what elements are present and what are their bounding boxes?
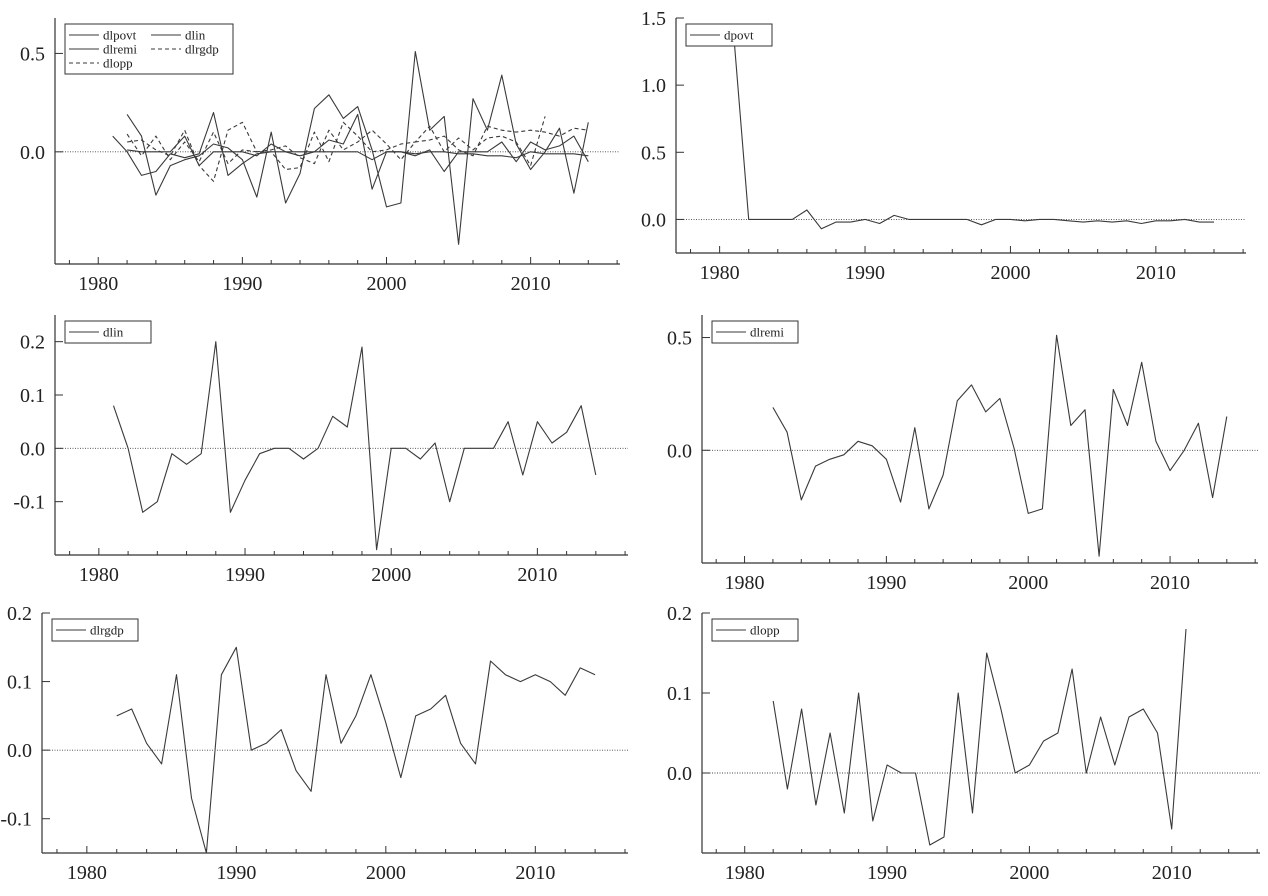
chart1-xtick-label-3: 2010 bbox=[1136, 262, 1176, 284]
chart2-ytick-label-3: -0.1 bbox=[13, 492, 45, 514]
chart5-xtick-label-1: 1990 bbox=[867, 862, 907, 884]
chart-svg-dpovt: 1.5 1.0 0.5 0.0 1980 1990 2000 2010 dpovt bbox=[641, 10, 1246, 284]
chart5-xtick-label-2: 2000 bbox=[1009, 862, 1049, 884]
chart0-series-dlpovt bbox=[127, 135, 589, 167]
chart-svg-dlin: 0.2 0.1 0.0 -0.1 1980 1990 2000 2010 dlin bbox=[13, 315, 628, 586]
chart5-ytick-label-0: 0.2 bbox=[667, 603, 692, 625]
chart-svg-dlrgdp: 0.2 0.1 0.0 -0.1 1980 1990 2000 2010 dlrgdp bbox=[0, 603, 628, 884]
chart3-legend-box bbox=[711, 320, 799, 344]
chart0-legend-label-dlopp: dlopp bbox=[103, 56, 133, 71]
chart-panel-dlopp: 0.2 0.1 0.0 1980 1990 2000 2010 dlopp bbox=[634, 603, 1268, 893]
chart-panel-combined: 0.5 0.0 1980 1990 2000 2010 dlpovt dlin dlremi dl… bbox=[0, 10, 634, 300]
chart0-ytick-label-0: 0.5 bbox=[20, 43, 45, 65]
chart-panel-dpovt: 1.5 1.0 0.5 0.0 1980 1990 2000 2010 dpovt bbox=[634, 10, 1268, 300]
chart5-legend-box bbox=[711, 618, 799, 642]
chart1-legend-label-dpovt: dpovt bbox=[724, 28, 754, 43]
chart0-legend-label-dlremi: dlremi bbox=[103, 42, 137, 57]
chart4-legend-label-dlrgdp: dlrgdp bbox=[90, 623, 124, 638]
chart5-legend-label-dlopp: dlopp bbox=[750, 623, 780, 638]
chart0-series-dlremi bbox=[126, 50, 589, 245]
chart5-ytick-label-2: 0.0 bbox=[667, 763, 692, 785]
chart5-ytick-label-1: 0.1 bbox=[667, 683, 692, 705]
chart5-series-dlopp bbox=[772, 628, 1187, 846]
chart4-ytick-label-3: -0.1 bbox=[0, 809, 32, 831]
chart0-xtick-label-3: 2010 bbox=[511, 273, 551, 295]
chart1-xtick-label-1: 1990 bbox=[845, 262, 885, 284]
chart0-series-dlrgdp bbox=[127, 121, 589, 182]
chart1-xtick-label-0: 1980 bbox=[700, 262, 740, 284]
chart5-xtick-label-3: 2010 bbox=[1152, 862, 1192, 884]
chart-panel-dlremi: 0.5 0.0 1980 1990 2000 2010 dlremi bbox=[634, 315, 1268, 600]
chart3-series-dlremi bbox=[772, 334, 1228, 557]
chart2-ytick-label-1: 0.1 bbox=[20, 385, 45, 407]
chart2-ytick-label-2: 0.0 bbox=[20, 438, 45, 460]
chart0-ytick-label-1: 0.0 bbox=[20, 142, 45, 164]
chart4-series-dlrgdp bbox=[116, 646, 596, 854]
chart-panel-dlrgdp: 0.2 0.1 0.0 -0.1 1980 1990 2000 2010 dlrgdp bbox=[0, 603, 634, 893]
chart0-xtick-label-0: 1980 bbox=[78, 273, 118, 295]
chart1-legend-box bbox=[685, 23, 773, 47]
chart0-legend-label-dlrgdp: dlrgdp bbox=[185, 42, 219, 57]
chart3-legend-label-dlremi: dlremi bbox=[750, 325, 784, 340]
chart4-xtick-label-3: 2010 bbox=[515, 862, 555, 884]
chart-panel-dlin: 0.2 0.1 0.0 -0.1 1980 1990 2000 2010 dlin bbox=[0, 315, 634, 600]
chart1-ytick-label-0: 1.5 bbox=[641, 10, 666, 30]
chart1-ytick-label-1: 1.0 bbox=[641, 75, 666, 97]
chart3-ytick-label-1: 0.0 bbox=[667, 440, 692, 462]
chart2-xtick-label-1: 1990 bbox=[225, 564, 265, 586]
chart4-ytick-label-2: 0.0 bbox=[7, 740, 32, 762]
chart4-legend-box bbox=[51, 618, 139, 642]
chart3-xtick-label-2: 2000 bbox=[1008, 572, 1048, 594]
chart-svg-dlopp: 0.2 0.1 0.0 1980 1990 2000 2010 dlopp bbox=[667, 603, 1260, 884]
chart3-xtick-label-0: 1980 bbox=[725, 572, 765, 594]
chart0-xtick-label-2: 2000 bbox=[367, 273, 407, 295]
chart2-legend-box bbox=[64, 320, 152, 344]
chart0-legend-label-dlin: dlin bbox=[185, 28, 206, 43]
chart3-xtick-label-3: 2010 bbox=[1150, 572, 1190, 594]
chart2-ytick-label-0: 0.2 bbox=[20, 332, 45, 354]
chart1-ytick-label-2: 0.5 bbox=[641, 142, 666, 164]
chart0-series-dlin bbox=[112, 111, 589, 190]
chart3-ytick-label-0: 0.5 bbox=[667, 328, 692, 350]
chart2-series-dlin bbox=[112, 341, 597, 551]
chart0-xtick-label-1: 1990 bbox=[222, 273, 262, 295]
chart4-xtick-label-0: 1980 bbox=[67, 862, 107, 884]
chart0-legend-label-dlpovt: dlpovt bbox=[103, 28, 137, 43]
chart1-series-dpovt bbox=[733, 40, 1214, 230]
chart4-ytick-label-0: 0.2 bbox=[7, 603, 32, 625]
chart4-ytick-label-1: 0.1 bbox=[7, 672, 32, 694]
chart4-xtick-label-1: 1990 bbox=[216, 862, 256, 884]
chart5-xtick-label-0: 1980 bbox=[725, 862, 765, 884]
chart2-xtick-label-0: 1980 bbox=[79, 564, 119, 586]
chart0-series-dlopp bbox=[126, 116, 546, 171]
chart2-legend-label-dlin: dlin bbox=[103, 325, 124, 340]
chart2-xtick-label-2: 2000 bbox=[371, 564, 411, 586]
chart2-xtick-label-3: 2010 bbox=[517, 564, 557, 586]
chart3-xtick-label-1: 1990 bbox=[866, 572, 906, 594]
chart1-xtick-label-2: 2000 bbox=[990, 262, 1030, 284]
chart1-ytick-label-3: 0.0 bbox=[641, 209, 666, 231]
chart-svg-dlremi: 0.5 0.0 1980 1990 2000 2010 dlremi bbox=[667, 315, 1258, 594]
chart4-xtick-label-2: 2000 bbox=[366, 862, 406, 884]
